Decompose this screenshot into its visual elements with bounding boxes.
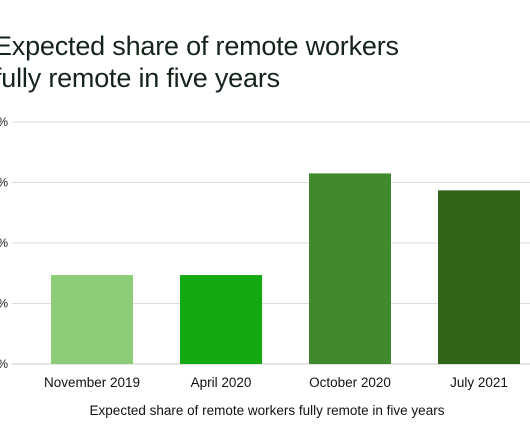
- y-tick-label: 50%: [0, 297, 8, 311]
- x-tick-label: November 2019: [44, 375, 140, 390]
- y-tick-label: %: [0, 357, 8, 371]
- x-tick-label: October 2020: [309, 375, 391, 390]
- x-tick-label: April 2020: [191, 375, 252, 390]
- bars: [51, 173, 520, 364]
- y-tick-label: 50%: [0, 236, 8, 250]
- y-tick-labels: 50% 50% 50% 50%%: [0, 115, 8, 371]
- y-tick-label: 50%: [0, 115, 8, 129]
- chart-title-line-2: fully remote in five years: [0, 63, 280, 93]
- x-tick-label: July 2021: [450, 375, 508, 390]
- x-axis-label: Expected share of remote workers fully r…: [89, 403, 445, 418]
- bar: [309, 173, 391, 364]
- y-tick-label: 50%: [0, 176, 8, 190]
- x-tick-labels: November 2019 April 2020 October 2020 July …: [44, 375, 508, 390]
- bar: [51, 275, 133, 364]
- chart-title-line-1: Expected share of remote workers: [0, 31, 399, 61]
- chart-title: Expected share of remote workers fully r…: [0, 30, 530, 94]
- bar: [180, 275, 262, 364]
- bar: [438, 190, 520, 364]
